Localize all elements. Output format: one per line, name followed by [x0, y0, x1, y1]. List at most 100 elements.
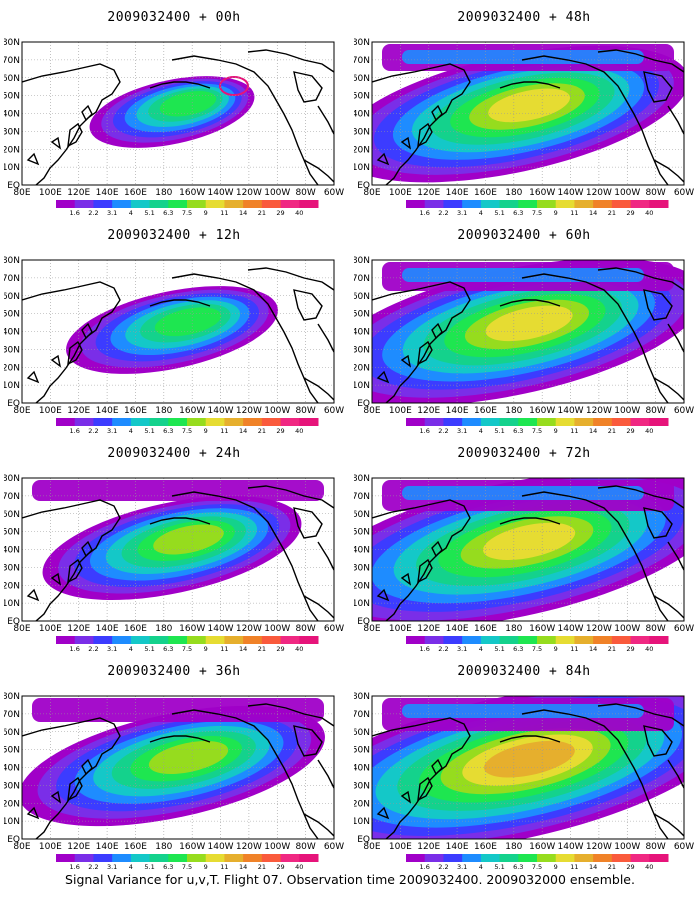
lon-tick-label: 160E: [474, 406, 497, 416]
colorbar-label: 7.5: [182, 863, 192, 871]
contour-band: [402, 50, 644, 64]
lon-tick-label: 80W: [645, 842, 665, 852]
lon-tick-label: 100E: [39, 842, 62, 852]
lon-tick-label: 100W: [264, 188, 290, 198]
colorbar-label: 4: [129, 427, 133, 435]
lon-tick-label: 180: [505, 406, 522, 416]
lon-tick-label: 80E: [363, 624, 380, 634]
colorbar-swatch: [574, 418, 594, 426]
lon-tick-label: 80E: [363, 406, 380, 416]
colorbar-swatch: [112, 200, 132, 208]
colorbar-label: 29: [626, 427, 634, 435]
lat-tick-label: 70N: [4, 492, 20, 502]
graticule: [372, 260, 684, 403]
colorbar-label: 40: [645, 427, 653, 435]
lon-tick-label: 60W: [324, 842, 344, 852]
colorbar-swatch: [168, 418, 188, 426]
lat-tick-label: 80N: [354, 256, 370, 266]
colorbar-swatch: [593, 636, 613, 644]
colorbar-swatch: [630, 854, 650, 862]
contour-band: [148, 740, 229, 775]
colorbar-label: 21: [258, 427, 266, 435]
colorbar-swatch: [406, 418, 426, 426]
map-panel: 2009032400 + 60h 80N 70N 60N 50N 40N 30N 20N 10N…: [354, 228, 694, 438]
lon-tick-label: 60W: [324, 624, 344, 634]
lon-tick-label: 120E: [67, 842, 90, 852]
map-frame: [21, 477, 335, 622]
colorbar-label: 2.2: [88, 209, 98, 217]
lat-tick-label: 60N: [4, 728, 20, 738]
colorbar-swatch: [261, 418, 282, 426]
colorbar-swatch: [443, 200, 463, 208]
lat-tick-label: 20N: [4, 581, 20, 591]
colorbar-swatch: [499, 636, 519, 644]
lon-tick-label: 120E: [417, 406, 440, 416]
lon-tick-label: 160E: [124, 842, 147, 852]
lat-tick-label: 30N: [4, 781, 20, 791]
lon-tick-label: 120W: [586, 188, 612, 198]
lat-tick-label: 80N: [4, 38, 20, 48]
colorbar-swatch: [112, 636, 132, 644]
colorbar-swatch: [205, 418, 225, 426]
lon-tick-label: 160E: [474, 188, 497, 198]
lat-tick-label: 50N: [354, 310, 370, 320]
colorbar-label: 7.5: [532, 863, 542, 871]
lat-tick-label: 40N: [4, 546, 20, 556]
lat-tick-label: 50N: [354, 746, 370, 756]
colorbar-swatch: [187, 418, 207, 426]
colorbar-label: 29: [626, 209, 634, 217]
colorbar-label: 21: [608, 863, 616, 871]
lat-tick-label: 30N: [354, 345, 370, 355]
colorbar-label: 29: [276, 863, 284, 871]
lon-tick-label: 80E: [363, 842, 380, 852]
lon-tick-label: 180: [155, 406, 172, 416]
colorbar-swatch: [149, 636, 169, 644]
colorbar-swatch: [424, 200, 444, 208]
colorbar-label: 6.3: [513, 645, 523, 653]
map-frame: [21, 695, 335, 840]
lon-tick-label: 80W: [645, 188, 665, 198]
colorbar-swatch: [205, 636, 225, 644]
colorbar-label: 2.2: [88, 427, 98, 435]
lon-tick-label: 100W: [614, 842, 640, 852]
lat-tick-label: 50N: [354, 528, 370, 538]
panel-title: 2009032400 + 84h: [457, 664, 591, 679]
lon-tick-label: 140W: [558, 624, 584, 634]
lon-tick-label: 160W: [529, 406, 555, 416]
lat-tick-label: 80N: [4, 692, 20, 702]
map-panel: 2009032400 + 72h 80N 70N 60N 50N 40N 30N 20N 10N…: [354, 446, 694, 656]
lat-tick-label: 20N: [354, 799, 370, 809]
lat-tick-label: 10N: [4, 163, 20, 173]
lat-tick-label: 20N: [4, 145, 20, 155]
colorbar-swatch: [555, 636, 575, 644]
lon-tick-label: 120E: [417, 624, 440, 634]
contour-band: [402, 704, 644, 718]
map-panel: 2009032400 + 24h 80N 70N 60N 50N 40N 30N 20N 10N…: [4, 446, 344, 656]
colorbar-swatch: [611, 854, 632, 862]
lon-tick-label: 100W: [264, 842, 290, 852]
colorbar: 1.6 2.2 3.1 4 5.1 6.3 7.5 9 11 14 21 29 40: [406, 854, 669, 871]
colorbar-swatch: [630, 418, 650, 426]
contour-band: [159, 91, 217, 117]
lon-tick-label: 60W: [674, 188, 694, 198]
colorbar-label: 40: [295, 209, 303, 217]
lon-tick-label: 140W: [208, 624, 234, 634]
colorbar: 1.6 2.2 3.1 4 5.1 6.3 7.5 9 11 14 21 29 40: [56, 854, 319, 871]
colorbar: 1.6 2.2 3.1 4 5.1 6.3 7.5 9 11 14 21 29 40: [406, 636, 669, 653]
lon-tick-label: 120W: [586, 624, 612, 634]
lat-tick-label: 10N: [4, 817, 20, 827]
lat-tick-label: 60N: [354, 74, 370, 84]
colorbar-swatch: [93, 418, 113, 426]
colorbar-swatch: [499, 418, 519, 426]
lon-tick-label: 80W: [645, 406, 665, 416]
colorbar-swatch: [555, 418, 575, 426]
colorbar-swatch: [93, 636, 113, 644]
colorbar-swatch: [480, 854, 501, 862]
graticule: [372, 478, 684, 621]
lon-tick-label: 160E: [124, 624, 147, 634]
colorbar-swatch: [443, 418, 463, 426]
lon-tick-label: 160E: [474, 842, 497, 852]
colorbar-label: 1.6: [420, 427, 430, 435]
